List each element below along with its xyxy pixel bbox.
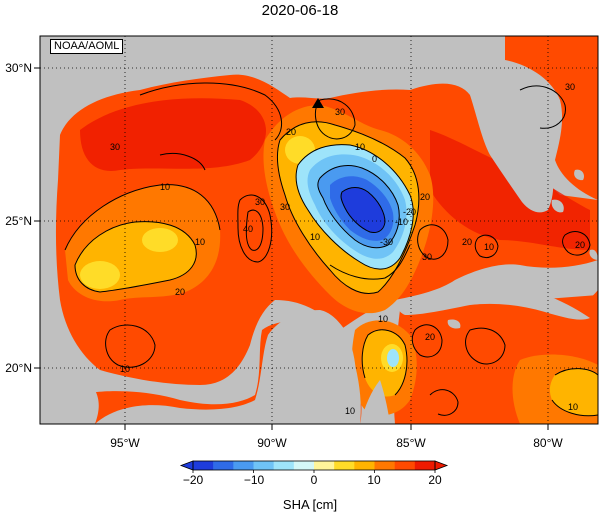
colorbar-segment (233, 461, 254, 470)
contour-label: 10 (378, 314, 388, 324)
contour-label: 20 (425, 332, 435, 342)
colorbar-segment (293, 461, 315, 470)
colorbar-tick-label: 10 (367, 473, 381, 487)
map-title: 2020-06-18 (261, 2, 339, 19)
colorbar-segment (334, 461, 355, 470)
contour-label-group: 30 20 10 0 -10 -20 -30 10 20 30 40 10 20… (110, 82, 585, 416)
gold-region-se (549, 368, 598, 416)
isla-juventud (447, 319, 461, 329)
ocean-field: 30 20 10 0 -10 -20 -30 10 20 30 40 10 20… (40, 36, 598, 424)
lat-label-20n: 20°N (5, 361, 32, 375)
colorbar-segment (354, 461, 375, 470)
central-america (360, 380, 390, 424)
contour-label: 20 (462, 237, 472, 247)
contour-label: 40 (243, 224, 253, 234)
contour-lines (64, 82, 598, 417)
colorbar-tick-label: −20 (183, 473, 204, 487)
contour-label: 20 (420, 192, 430, 202)
yucatan (268, 310, 356, 379)
colorbar-min-arrow (179, 460, 194, 471)
colorbar-tick-label: 20 (428, 473, 442, 487)
lon-label-90w: 90°W (257, 436, 287, 450)
cuba (397, 283, 590, 320)
lat-label-25n: 25°N (5, 214, 32, 228)
contour-label: 30 (335, 107, 345, 117)
colorbar-segment (414, 461, 436, 470)
yellow-eddy-west (80, 261, 120, 289)
yellow-eddy-west2 (142, 228, 178, 252)
contour-label: 0 (372, 154, 377, 164)
contour-label: -20 (403, 207, 416, 217)
bahamas-1 (551, 199, 564, 213)
colorbar (179, 460, 449, 473)
contour-label: 10 (160, 182, 170, 192)
colorbar-max-arrow (434, 460, 449, 471)
us-gulf-coast (40, 36, 505, 140)
colorbar-tick-label: 0 (311, 473, 318, 487)
contour-label: 10 (568, 402, 578, 412)
lat-lon-grid (40, 36, 598, 424)
deepblue-core (341, 187, 385, 233)
contour-label: 20 (575, 240, 585, 250)
land-masses (40, 36, 598, 424)
colorbar-segment (314, 461, 335, 470)
colorbar-segment (193, 461, 214, 470)
contour-label: 30 (280, 202, 290, 212)
colorbar-segment (374, 461, 395, 470)
contour-label: 30 (422, 252, 432, 262)
lon-label-80w: 80°W (533, 436, 563, 450)
colorbar-segment (213, 461, 234, 470)
bahamas-2 (574, 169, 585, 181)
contour-label: 10 (310, 232, 320, 242)
colorbar-segment (273, 461, 295, 470)
colorbar-title: SHA [cm] (282, 497, 338, 512)
florida (470, 60, 554, 213)
colorbar-tick-labels: −20 −10 0 10 20 (183, 473, 442, 487)
contour-label: 30 (255, 197, 265, 207)
contour-label: 20 (286, 127, 296, 137)
colorbar-segment (253, 461, 274, 470)
mexico-south (95, 325, 361, 424)
contour-label: 30 (565, 82, 575, 92)
axis-ticks (34, 67, 549, 430)
contour-label: -10 (395, 217, 408, 227)
map-frame (39, 35, 599, 425)
contour-label: 10 (120, 364, 130, 374)
atlantic-ocean (505, 36, 598, 200)
warm-region-east (430, 130, 590, 250)
contour-label: 10 (484, 242, 494, 252)
mexico-west (40, 140, 99, 424)
warm-region-north (80, 98, 267, 171)
mississippi-marker (312, 98, 324, 108)
lon-label-95w: 95°W (110, 436, 140, 450)
colorbar-tick-label: −10 (244, 473, 265, 487)
contour-label: 10 (195, 237, 205, 247)
contour-label: -30 (380, 237, 393, 247)
lat-label-30n: 30°N (5, 61, 32, 75)
contour-label: 30 (110, 142, 120, 152)
contour-label: 10 (345, 406, 355, 416)
cyan-eddy-south-core (387, 349, 399, 367)
colorbar-segment (394, 461, 416, 470)
bahamas-3 (589, 249, 598, 260)
lon-label-85w: 85°W (396, 436, 426, 450)
contour-label: 10 (355, 142, 365, 152)
credit-label: NOAA/AOML (50, 39, 124, 54)
contour-label: 20 (175, 287, 185, 297)
